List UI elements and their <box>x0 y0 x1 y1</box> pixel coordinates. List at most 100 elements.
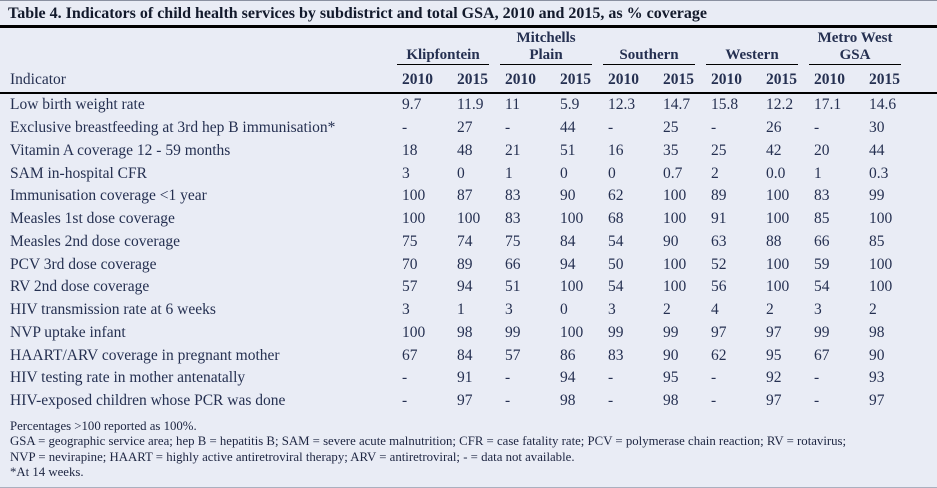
value-cell: 75 <box>402 232 418 250</box>
spacer-cell <box>907 28 937 65</box>
value-cell: 63 <box>711 232 727 250</box>
value-cell: 100 <box>663 255 687 273</box>
value-cell: 3 <box>505 301 513 319</box>
indicator-cell: Measles 1st dose coverage <box>10 210 175 228</box>
value-cell: 85 <box>814 210 830 228</box>
value-cell: 11.9 <box>457 96 484 114</box>
spacer-cell <box>907 65 937 94</box>
spacer-cell <box>907 162 937 185</box>
value-cell: 100 <box>402 210 426 228</box>
spacer-cell <box>907 253 937 276</box>
value-cell: 100 <box>457 210 481 228</box>
value-cell: 90 <box>663 232 679 250</box>
value-cell: 94 <box>560 255 576 273</box>
value-cell: 66 <box>505 255 521 273</box>
value-cell: 5.9 <box>560 96 580 114</box>
value-cell: 100 <box>766 255 790 273</box>
value-cell: - <box>711 119 717 137</box>
value-cell: 26 <box>766 119 782 137</box>
value-cell: 74 <box>457 232 473 250</box>
table-row: Immunisation coverage <1 year 100 87 83 90 62… <box>0 185 937 208</box>
value-cell: - <box>402 392 408 410</box>
value-cell: 3 <box>402 301 410 319</box>
value-cell: 100 <box>663 187 687 205</box>
value-cell: 18 <box>402 141 418 159</box>
value-cell: - <box>402 369 408 387</box>
value-cell: 84 <box>560 232 576 250</box>
value-cell: 1 <box>505 164 513 182</box>
value-cell: 3 <box>814 301 822 319</box>
value-cell: 88 <box>766 232 782 250</box>
indicator-cell: PCV 3rd dose coverage <box>10 255 157 273</box>
value-cell: 27 <box>457 119 473 137</box>
indicator-cell: HIV transmission rate at 6 weeks <box>10 301 216 319</box>
value-cell: 12.3 <box>608 96 636 114</box>
value-cell: 97 <box>711 323 727 341</box>
value-cell: 67 <box>814 346 830 364</box>
value-cell: 3 <box>402 164 410 182</box>
spacer-cell <box>907 344 937 367</box>
value-cell: 14.7 <box>663 96 691 114</box>
value-cell: 3 <box>608 301 616 319</box>
footnote-line: *At 14 weeks. <box>10 465 84 479</box>
value-cell: 83 <box>814 187 830 205</box>
value-cell: - <box>711 392 717 410</box>
value-cell: 1 <box>814 164 822 182</box>
value-cell: 2 <box>663 301 671 319</box>
footnote-line: Percentages >100 reported as 100%. <box>10 418 197 433</box>
value-cell: 86 <box>560 346 576 364</box>
value-cell: 54 <box>608 278 624 296</box>
value-cell: 94 <box>457 278 473 296</box>
footnote-line: NVP = nevirapine; HAART = highly active … <box>10 449 575 464</box>
spacer-cell <box>907 140 937 163</box>
value-cell: 83 <box>505 210 521 228</box>
value-cell: 2 <box>711 164 719 182</box>
value-cell: 56 <box>711 278 727 296</box>
value-cell: 100 <box>869 278 893 296</box>
value-cell: 57 <box>402 278 418 296</box>
year-header-3-1: 2015 <box>756 65 805 94</box>
value-cell: - <box>402 119 408 137</box>
spacer-cell <box>907 185 937 208</box>
group-label: Western <box>706 47 799 65</box>
table-row: Measles 2nd dose coverage 75 74 75 84 54 90 63 8… <box>0 231 937 254</box>
value-cell: 97 <box>766 323 782 341</box>
value-cell: 68 <box>608 210 624 228</box>
value-cell: 98 <box>663 392 679 410</box>
value-cell: 0 <box>560 301 568 319</box>
value-cell: 98 <box>869 323 885 341</box>
indicator-cell: Vitamin A coverage 12 - 59 months <box>10 141 231 159</box>
indicator-cell: NVP uptake infant <box>10 323 126 341</box>
footnotes: Percentages >100 reported as 100%. GSA =… <box>0 413 937 481</box>
table-row: Low birth weight rate 9.7 11.9 11 5.9 12.3 14.… <box>0 93 937 117</box>
value-cell: - <box>814 392 820 410</box>
spacer-cell <box>907 93 937 117</box>
value-cell: 17.1 <box>814 96 842 114</box>
value-cell: 1 <box>457 301 465 319</box>
indicator-cell: Low birth weight rate <box>10 96 145 114</box>
value-cell: 90 <box>869 346 885 364</box>
indicator-cell: SAM in-hospital CFR <box>10 164 147 182</box>
value-cell: 52 <box>711 255 727 273</box>
value-cell: 0 <box>560 164 568 182</box>
value-cell: 0.0 <box>766 164 786 182</box>
value-cell: - <box>505 369 511 387</box>
value-cell: 99 <box>663 323 679 341</box>
value-cell: 91 <box>711 210 727 228</box>
value-cell: 100 <box>663 278 687 296</box>
value-cell: 100 <box>663 210 687 228</box>
value-cell: 16 <box>608 141 624 159</box>
value-cell: - <box>814 369 820 387</box>
value-cell: 51 <box>560 141 576 159</box>
value-cell: 54 <box>608 232 624 250</box>
value-cell: 99 <box>869 187 885 205</box>
year-header-row: Indicator 2010 2015 2010 2015 2010 2015 2010 201… <box>0 65 937 94</box>
value-cell: 0.7 <box>663 164 683 182</box>
value-cell: 21 <box>505 141 521 159</box>
year-header-1-0: 2010 <box>495 65 551 94</box>
value-cell: 20 <box>814 141 830 159</box>
group-header-2: Southern <box>598 28 701 65</box>
spacer-cell <box>907 322 937 345</box>
value-cell: 99 <box>814 323 830 341</box>
table-row: Exclusive breastfeeding at 3rd hep B imm… <box>0 117 937 140</box>
